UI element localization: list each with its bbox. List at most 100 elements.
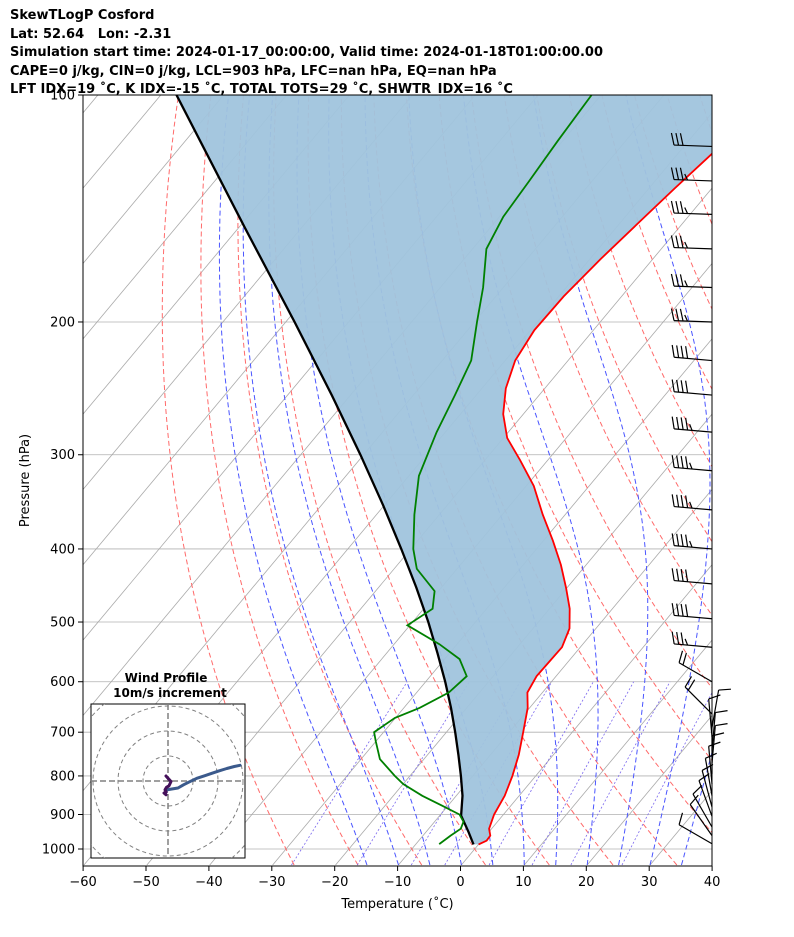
wind-barb-flag	[671, 568, 675, 581]
isotherm-line	[649, 790, 712, 866]
wind-barb-flag	[671, 533, 675, 546]
wind-barb-shaft	[674, 505, 713, 511]
wind-barb-shaft	[674, 614, 713, 620]
wind-barb-flag	[675, 133, 680, 146]
x-tick-label: 0	[456, 875, 464, 890]
wind-barb	[708, 741, 721, 785]
wind-barb-flag	[671, 455, 675, 468]
dry-adiabat	[568, 95, 712, 468]
wind-barb-flag	[670, 167, 675, 180]
wind-barb-shaft	[674, 466, 713, 472]
wind-barb-flag	[670, 200, 675, 214]
dry-adiabat	[340, 95, 614, 866]
wind-barb-flag	[689, 423, 693, 431]
wind-barb-flag	[684, 314, 689, 322]
mixing-ratio-line	[444, 681, 553, 866]
wind-barb-flag	[682, 652, 687, 666]
wind-barb-flag	[679, 201, 684, 214]
dry-adiabat	[634, 95, 712, 311]
wind-barb	[671, 568, 713, 585]
wind-barb-flag	[679, 308, 684, 322]
dry-adiabat	[161, 95, 295, 866]
y-axis-label: Pressure (hPa)	[18, 434, 33, 527]
wind-barb-shaft	[711, 689, 720, 728]
x-tick-label: 40	[704, 875, 721, 890]
wind-barb-flag	[684, 280, 689, 287]
isotherm-line	[461, 564, 712, 866]
wind-barb	[670, 308, 713, 323]
mixing-ratio-line	[531, 681, 635, 866]
wind-barb	[708, 694, 721, 737]
wind-barb-shaft	[674, 545, 713, 550]
isotherm-line	[523, 639, 712, 866]
x-tick-label: −20	[321, 875, 348, 890]
dry-adiabat	[536, 95, 712, 543]
y-tick-label: 300	[50, 448, 75, 463]
hodograph-title: Wind Profile	[125, 671, 208, 685]
y-tick-label: 200	[50, 315, 75, 330]
isotherm-line	[776, 95, 794, 865]
wind-barb-flag	[679, 167, 684, 181]
wind-barb-flag	[670, 235, 675, 248]
wind-barb	[671, 344, 713, 362]
hodograph-lower-trace	[162, 774, 173, 797]
wind-barb	[678, 650, 713, 683]
isotherm-line	[272, 338, 712, 866]
wind-barb-shaft	[689, 804, 713, 836]
wind-barb-flag	[689, 540, 693, 548]
isotherm-line	[713, 95, 794, 865]
wind-barb-flag	[676, 494, 680, 508]
wind-barb-flag	[676, 455, 680, 468]
wind-barb	[671, 494, 713, 511]
wind-barb-flag	[671, 344, 675, 358]
wind-barb-shaft	[674, 320, 713, 323]
wind-barb	[684, 676, 713, 715]
wind-barb	[670, 273, 713, 289]
wind-barb-flag	[684, 207, 689, 214]
wind-barb-shaft	[708, 698, 713, 737]
isotherm-line	[335, 413, 712, 866]
y-tick-label: 800	[50, 769, 75, 784]
dry-adiabat	[765, 95, 794, 865]
wind-barb-flag	[685, 569, 689, 582]
wind-barb-flag	[689, 462, 693, 470]
chart-title: SkewTLogP Cosford	[10, 8, 155, 23]
wind-barb-flag	[671, 416, 675, 429]
wind-barb-flag	[687, 679, 696, 691]
wind-barb-flag	[680, 380, 684, 393]
mixing-ratio-line	[570, 681, 671, 866]
wind-barb-flag	[684, 173, 689, 181]
wind-barb-flag	[680, 455, 684, 469]
wind-barb-flag	[670, 132, 675, 146]
x-tick-label: −40	[195, 875, 222, 890]
wind-barb-flag	[679, 133, 684, 146]
wind-barb-flag	[676, 568, 680, 582]
wind-barb-flag	[676, 631, 680, 645]
wind-barb	[670, 200, 713, 216]
wind-barb	[689, 794, 713, 836]
wind-barb	[678, 812, 713, 845]
wind-barb	[711, 688, 731, 728]
wind-barb-flag	[685, 495, 689, 508]
wind-barb-flag	[671, 494, 675, 507]
wind-barb-flag	[680, 603, 684, 617]
wind-barb-flag	[718, 688, 731, 691]
chart-header: SkewTLogP Cosford Lat: 52.64 Lon: -2.31 …	[10, 7, 603, 100]
wind-barb-flag	[680, 495, 684, 508]
isotherm-line	[586, 714, 712, 866]
wind-barb-shaft	[708, 746, 713, 785]
y-tick-label: 900	[50, 808, 75, 823]
dry-adiabat	[471, 95, 712, 689]
wind-barb-flag	[676, 603, 680, 616]
dry-adiabat	[732, 95, 794, 865]
isotherm-line	[83, 95, 287, 340]
wind-barb-shaft	[674, 391, 713, 396]
wind-barb-flag	[684, 638, 689, 646]
isotherm-line	[83, 95, 224, 265]
wind-barb-flag	[680, 632, 684, 645]
wind-barb-flag	[675, 308, 680, 321]
wind-barb-flag	[685, 346, 689, 359]
wind-barb-flag	[689, 501, 693, 509]
wind-barb-shaft	[674, 428, 713, 433]
